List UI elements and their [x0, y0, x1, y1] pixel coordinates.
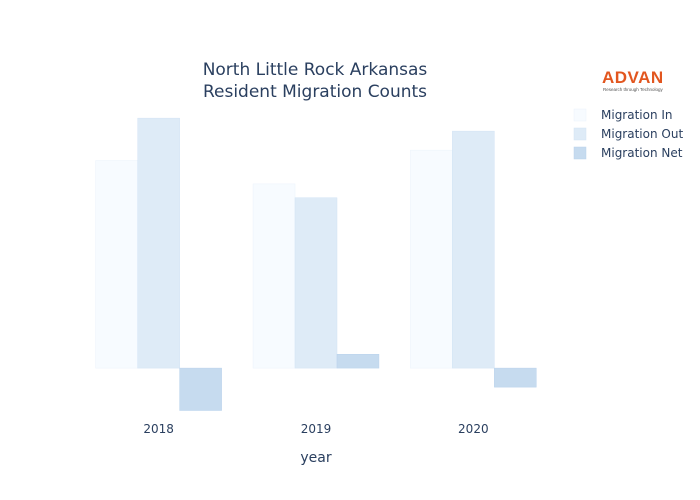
logo-tagline: Research through Technology [603, 87, 663, 92]
legend-item-migration-out[interactable]: Migration Out [573, 127, 683, 141]
x-tick-label-2020: 2020 [458, 422, 489, 436]
bar-migration-net-2019[interactable] [336, 354, 380, 369]
bar-migration-net-2018[interactable] [179, 367, 222, 411]
bar-migration-in-2018[interactable] [95, 160, 138, 369]
bar-migration-in-2020[interactable] [410, 149, 453, 369]
legend-label: Migration In [601, 108, 673, 122]
x-tick-label-2018: 2018 [143, 422, 174, 436]
logo-wordmark: ADVAN [602, 68, 664, 87]
bar-migration-out-2020[interactable] [452, 130, 495, 369]
x-tick-labels: 2018 2019 2020 [143, 422, 488, 436]
legend-item-migration-in[interactable]: Migration In [573, 108, 673, 122]
bar-migration-out-2019[interactable] [294, 197, 338, 369]
legend-swatch [573, 108, 587, 122]
advan-logo: ADVAN Research through Technology [602, 68, 664, 92]
legend-label: Migration Out [601, 127, 683, 141]
x-axis-title: year [300, 450, 331, 466]
legend-item-migration-net[interactable]: Migration Net [573, 146, 683, 160]
chart-title-line-1: North Little Rock Arkansas [203, 60, 428, 80]
x-tick-label-2019: 2019 [301, 422, 332, 436]
legend-swatch [573, 127, 587, 141]
bar-migration-out-2018[interactable] [137, 117, 180, 369]
bars-layer [95, 117, 537, 411]
chart-title-line-2: Resident Migration Counts [203, 82, 427, 102]
bar-migration-in-2019[interactable] [252, 183, 296, 369]
legend-label: Migration Net [601, 146, 683, 160]
legend[interactable]: Migration In Migration Out Migration Net [573, 108, 683, 160]
bar-migration-net-2020[interactable] [494, 367, 537, 388]
legend-swatch [573, 146, 587, 160]
